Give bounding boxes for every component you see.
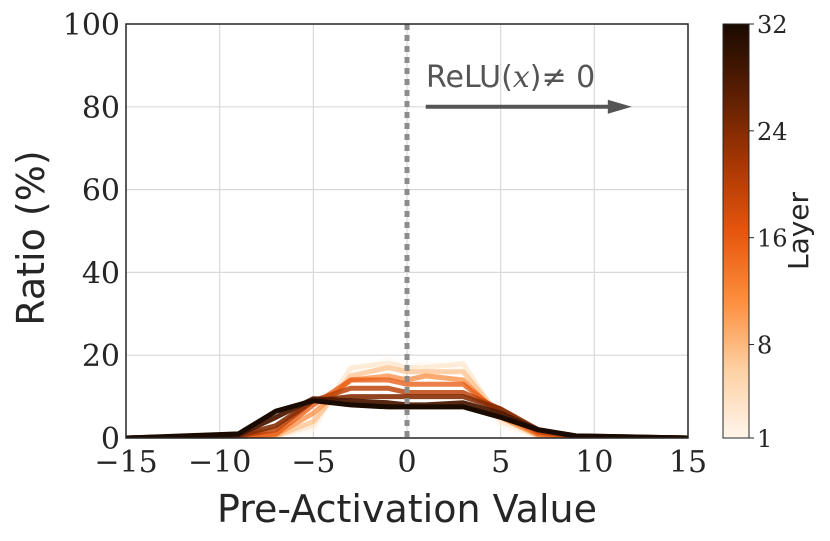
x-axis-label: Pre-Activation Value: [217, 487, 597, 531]
plot-frame: [125, 23, 689, 439]
annotation: ReLU(x)≠ 0: [425, 60, 632, 114]
annotation-math: x: [513, 60, 530, 95]
x-tick-label: −10: [188, 445, 251, 480]
annotation-arrow-head: [607, 99, 632, 114]
y-tick-label: 100: [63, 8, 120, 43]
svg-text:ReLU(x)≠ 0: ReLU(x)≠ 0: [426, 60, 595, 95]
x-tick-label: 5: [491, 445, 510, 480]
x-tick-label: 15: [669, 445, 707, 480]
colorbar-tick-label: 8: [757, 332, 772, 360]
x-tick-label: −15: [94, 445, 157, 480]
x-ticks: −15 −10 −5 0 5 10 15: [94, 445, 707, 480]
annotation-suffix: )≠ 0: [530, 60, 595, 95]
colorbar-gradient: [722, 23, 750, 439]
y-axis-label: Ratio (%): [9, 150, 53, 325]
colorbar-tick-label: 32: [757, 11, 788, 39]
colorbar-label: Layer: [782, 191, 815, 270]
grid: [125, 23, 689, 439]
colorbar-tick-label: 16: [757, 225, 788, 253]
colorbar-ticks: 1 8 16 24 32: [749, 11, 788, 453]
x-tick-label: −5: [291, 445, 335, 480]
series-line: [126, 398, 688, 438]
y-ticks: 0 20 40 60 80 100: [63, 8, 120, 457]
x-tick-label: 0: [397, 445, 416, 480]
colorbar-tick-label: 1: [757, 425, 772, 453]
colorbar: 1 8 16 24 32 Layer: [722, 11, 815, 453]
colorbar-tick-label: 24: [757, 118, 788, 146]
x-tick-label: 10: [575, 445, 613, 480]
y-tick-label: 0: [101, 422, 120, 457]
y-tick-label: 60: [82, 174, 120, 209]
y-tick-label: 40: [82, 256, 120, 291]
y-tick-label: 20: [82, 339, 120, 374]
y-tick-label: 80: [82, 91, 120, 126]
annotation-prefix: ReLU(: [426, 60, 513, 95]
